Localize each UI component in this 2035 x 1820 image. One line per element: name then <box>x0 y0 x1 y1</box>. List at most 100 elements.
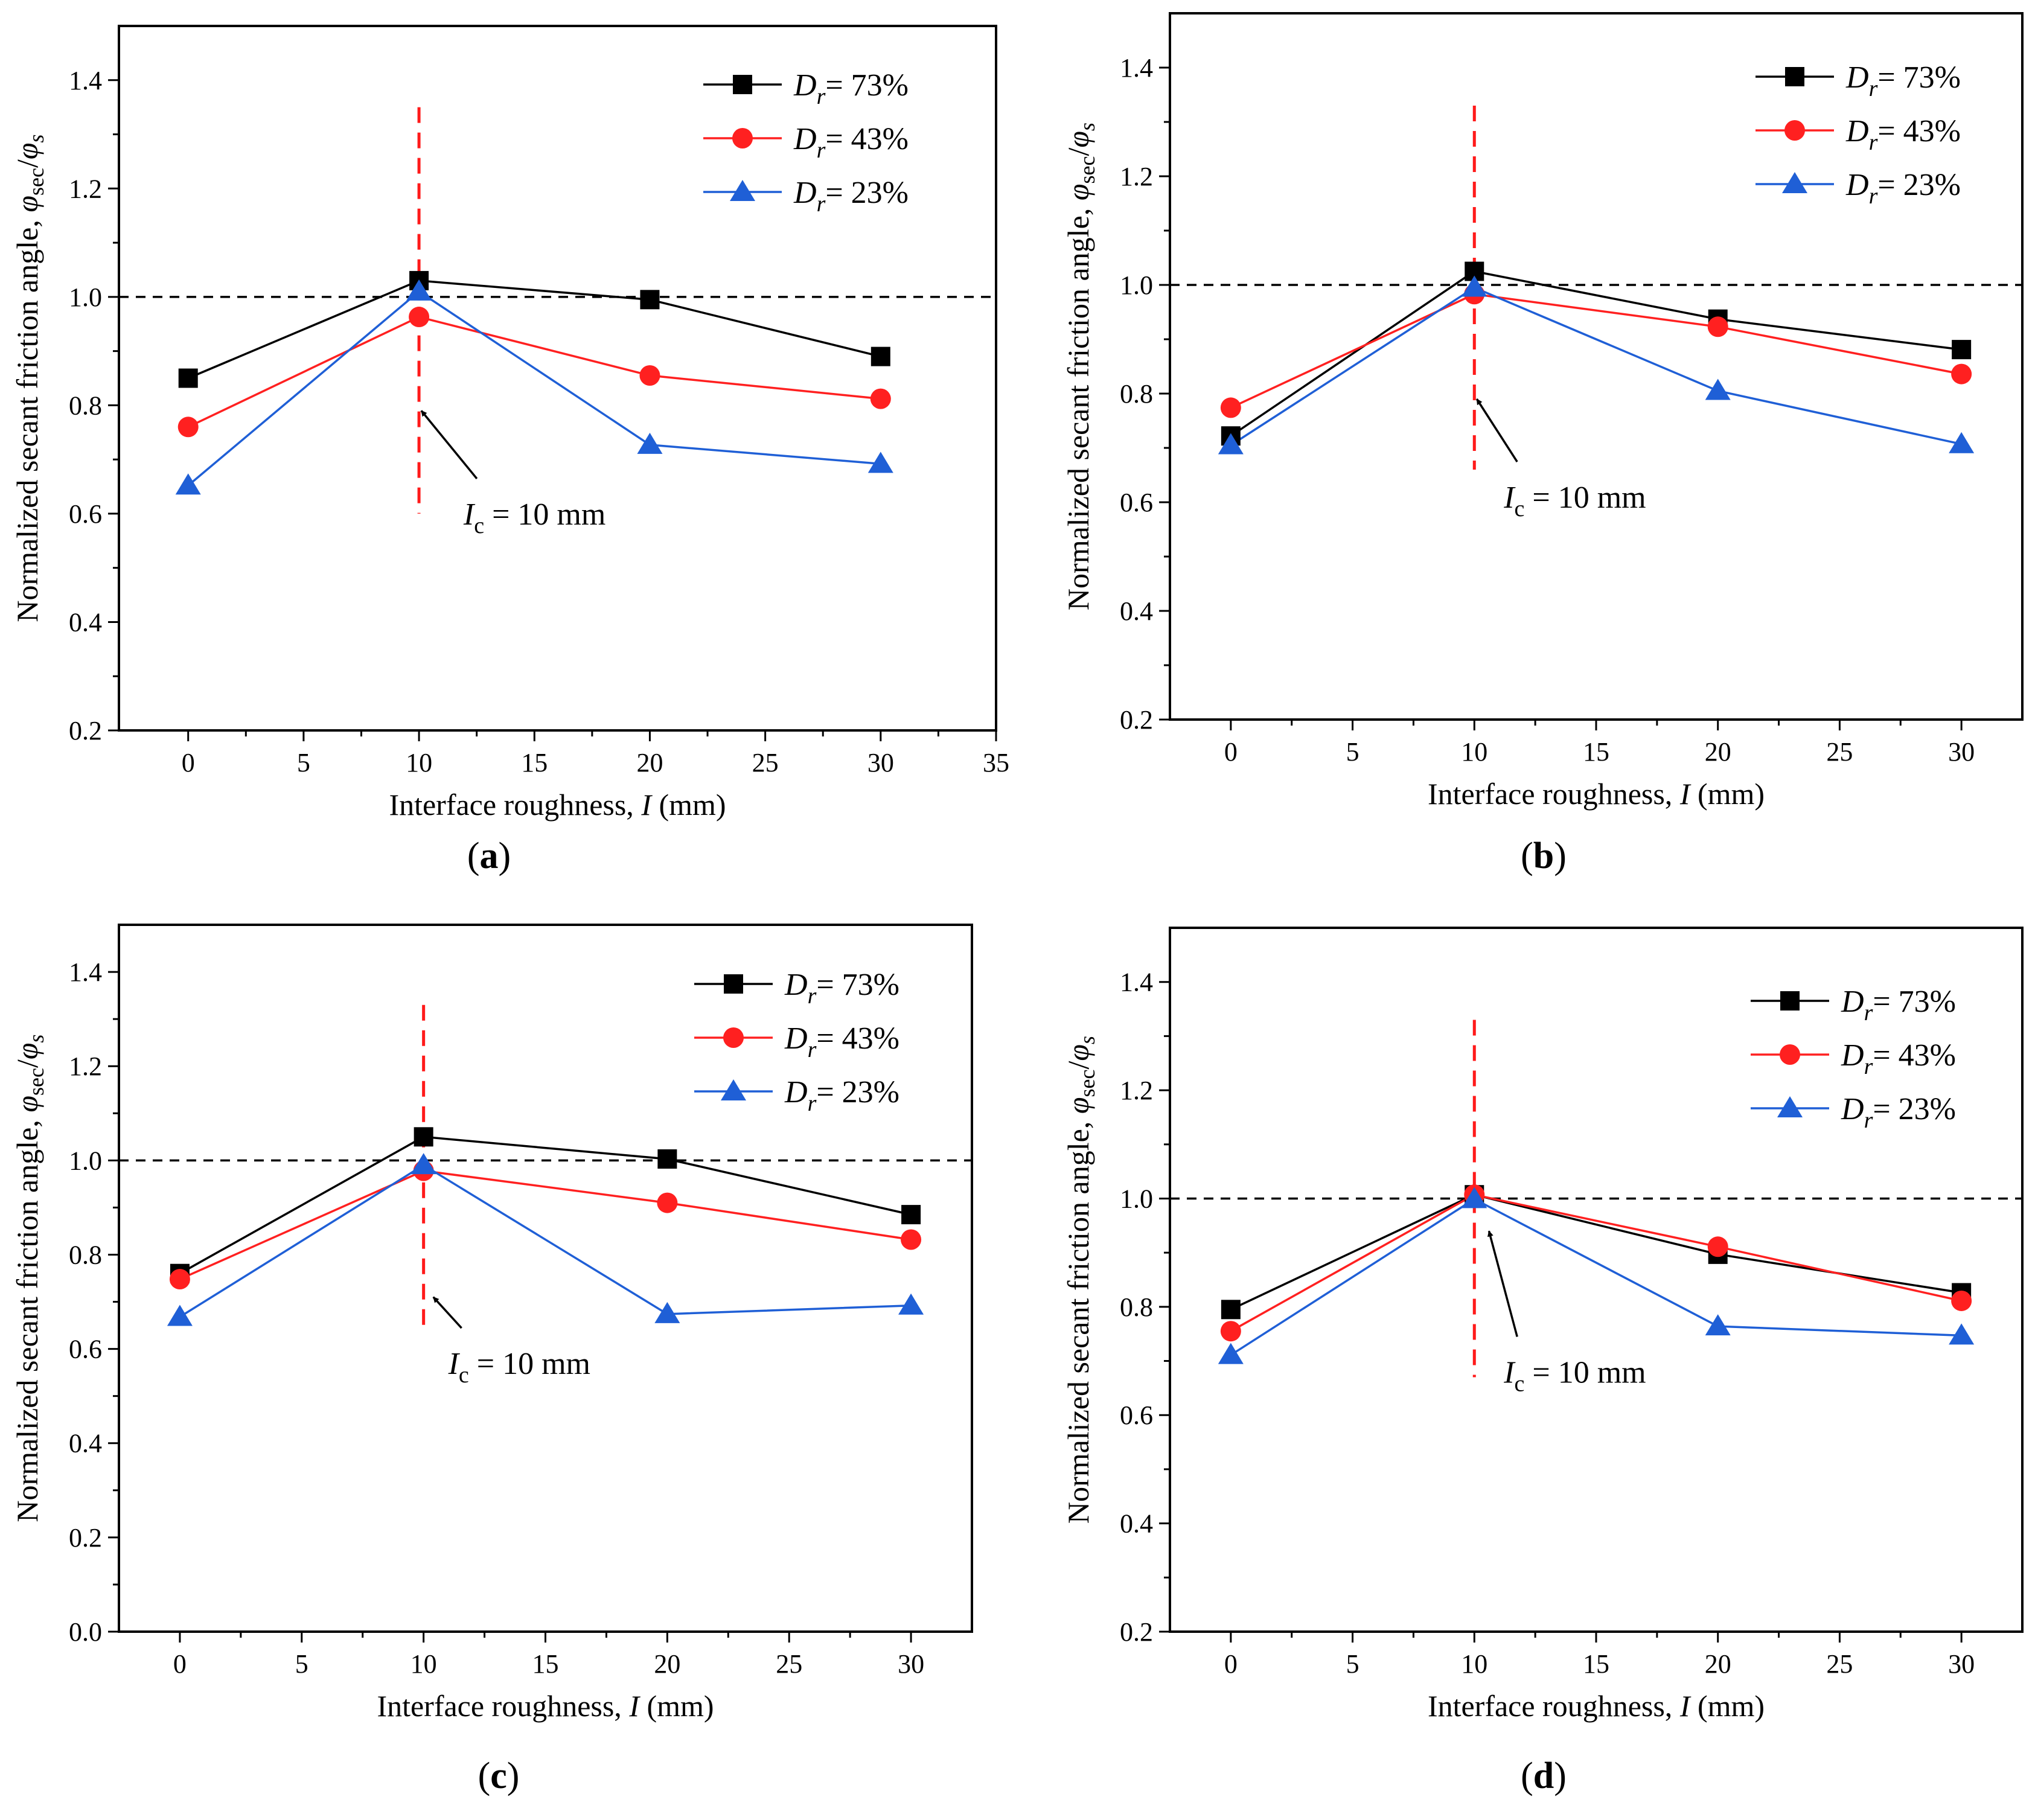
data-point-square <box>901 1205 921 1225</box>
legend-var: D <box>784 1075 808 1110</box>
y-tick-text: 0.6 <box>1120 1400 1153 1430</box>
legend-label-0: Dr= 73% <box>1841 985 1956 1026</box>
legend-sub: r <box>1869 76 1878 101</box>
legend-label-2: Dr= 23% <box>1845 168 1961 209</box>
y-tick-text: 1.0 <box>1120 270 1153 300</box>
x-tick-text: 20 <box>636 748 663 777</box>
data-point-square <box>1221 1300 1241 1320</box>
annotation-sub: c <box>1515 496 1525 522</box>
y-axis-title-sub-sec: sec <box>1075 1070 1099 1097</box>
legend-label-0: Dr= 73% <box>784 968 899 1009</box>
legend-marker-circle <box>732 128 753 148</box>
data-point-triangle <box>1218 433 1244 455</box>
legend-label-1: Dr= 43% <box>1845 114 1961 155</box>
x-tick-label: 20 <box>1705 737 1731 767</box>
legend-sub: r <box>817 138 826 163</box>
y-tick-label: 0.4 <box>69 607 102 637</box>
y-tick-label: 0.4 <box>1120 1509 1153 1539</box>
data-point-circle <box>1951 363 1972 385</box>
y-axis-title-sub-sec: sec <box>1075 156 1099 184</box>
panel-label-d: (d) <box>1521 1755 1567 1796</box>
x-tick-text: 15 <box>532 1649 559 1679</box>
legend-value: = 73% <box>825 68 909 103</box>
y-tick-label: 1.4 <box>69 957 102 987</box>
series-line-0 <box>1230 270 1962 437</box>
legend-marker-triangle <box>721 1079 746 1100</box>
y-axis-title-phi: φ <box>1061 1097 1095 1114</box>
panel-label-open: ( <box>467 835 480 876</box>
y-tick-label: 0.2 <box>1120 1617 1153 1647</box>
data-point-triangle <box>867 452 893 473</box>
legend-label-2: Dr= 23% <box>793 176 909 217</box>
y-axis-title-phi: φ <box>1061 184 1095 201</box>
data-point-circle <box>1707 1236 1728 1257</box>
data-point-triangle <box>637 432 663 454</box>
x-tick-label: 5 <box>1346 1649 1359 1679</box>
y-axis-title: Normalized secant friction angle, φsec/φ… <box>10 1034 48 1522</box>
legend-label-1: Dr= 43% <box>784 1021 899 1062</box>
legend-value: = 73% <box>1873 985 1956 1019</box>
y-tick-label: 0.2 <box>1120 705 1153 735</box>
x-tick-text: 5 <box>1346 737 1359 767</box>
panel-label-letter: b <box>1533 835 1554 876</box>
y-tick-text: 1.0 <box>69 1146 102 1175</box>
x-tick-text: 30 <box>898 1649 924 1679</box>
panel-label-c: (c) <box>478 1755 520 1796</box>
legend-marker-circle <box>723 1027 744 1048</box>
legend-value: = 73% <box>1877 60 1961 95</box>
x-tick-label: 15 <box>532 1649 559 1679</box>
legend-sub: r <box>817 191 826 217</box>
y-tick-text: 1.2 <box>1120 1076 1153 1105</box>
y-tick-label: 1.2 <box>69 174 102 203</box>
legend-marker-square <box>724 974 743 994</box>
annotation-arrow <box>420 410 478 480</box>
legend-sub: r <box>1869 184 1878 209</box>
x-tick-label: 25 <box>776 1649 802 1679</box>
x-axis-title-text: Interface roughness, <box>1428 1689 1680 1723</box>
y-axis-title-text: Normalized secant friction angle, <box>1061 1114 1095 1524</box>
legend-var: D <box>784 1021 808 1056</box>
x-tick-label: 15 <box>1583 737 1609 767</box>
x-tick-label: 5 <box>295 1649 308 1679</box>
y-tick-label: 0.8 <box>1120 379 1153 409</box>
x-tick-label: 25 <box>1826 737 1853 767</box>
y-tick-label: 1.0 <box>1120 270 1153 300</box>
y-tick-text: 1.4 <box>1120 53 1153 83</box>
y-tick-text: 1.2 <box>1120 162 1153 191</box>
data-point-square <box>640 290 660 310</box>
panel-label-close: ) <box>499 835 511 876</box>
legend-value: = 73% <box>816 968 899 1002</box>
x-tick-text: 10 <box>1461 1649 1487 1679</box>
x-tick-label: 5 <box>297 748 310 777</box>
legend-sub: r <box>808 1037 817 1062</box>
y-tick-text: 0.8 <box>1120 1292 1153 1322</box>
legend-var: D <box>1841 985 1864 1019</box>
data-point-triangle <box>1705 1314 1731 1336</box>
legend-marker-triangle <box>1777 1096 1803 1117</box>
x-tick-text: 10 <box>406 748 432 777</box>
series-line-2 <box>1230 286 1962 446</box>
legend-value: = 23% <box>1873 1092 1956 1126</box>
y-tick-label: 1.2 <box>1120 162 1153 191</box>
panel-label-letter: d <box>1533 1755 1554 1796</box>
x-tick-text: 25 <box>776 1649 802 1679</box>
y-axis-title-slash: / <box>10 159 44 168</box>
legend-value: = 23% <box>1877 168 1961 202</box>
y-tick-label: 0.4 <box>1120 596 1153 626</box>
y-axis-title: Normalized secant friction angle, φsec/φ… <box>1061 123 1099 610</box>
x-axis-title-unit: (mm) <box>1690 777 1765 811</box>
y-axis-title-phi: φ <box>1061 1044 1095 1061</box>
y-tick-text: 1.0 <box>1120 1184 1153 1213</box>
x-tick-text: 10 <box>1461 737 1487 767</box>
y-tick-text: 0.4 <box>1120 1509 1153 1539</box>
legend-sub: r <box>1869 130 1878 155</box>
legend-sub: r <box>817 84 826 109</box>
legend-value: = 43% <box>825 122 909 156</box>
y-axis-title-sub-s: s <box>24 134 48 142</box>
y-tick-text: 1.4 <box>1120 968 1153 997</box>
legend-sub: r <box>1864 1054 1873 1079</box>
data-point-triangle <box>1949 1323 1975 1345</box>
plot-frame <box>118 25 997 732</box>
y-axis-title-text: Normalized secant friction angle, <box>10 1113 44 1522</box>
